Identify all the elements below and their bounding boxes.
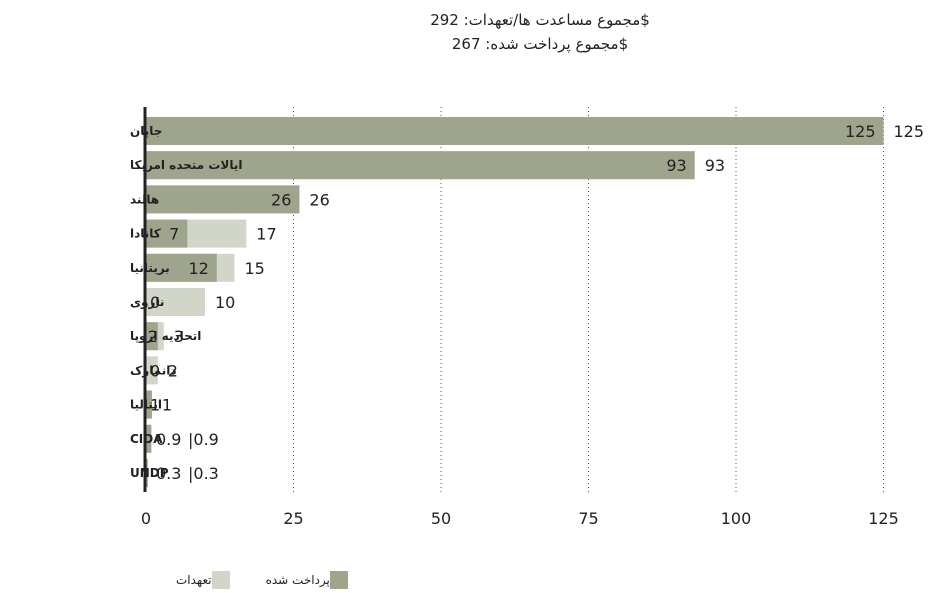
pledged-value-label: 1: [162, 396, 172, 415]
bar-paid: [146, 117, 884, 145]
legend-item-pledged: تعهدات: [170, 571, 230, 589]
pledged-value-label: 2: [168, 361, 178, 380]
legend-swatch-paid: [329, 571, 348, 589]
pledged-value-label: |0.9: [188, 430, 219, 449]
category-label: بریتانیا: [130, 261, 170, 275]
pledged-value-label: 15: [245, 259, 265, 278]
pledged-value-label: 10: [215, 293, 235, 312]
bar-paid: [146, 322, 158, 351]
pledged-value-label: 3: [174, 327, 184, 346]
x-tick-label: 25: [283, 509, 303, 528]
legend-swatch-pledged: [211, 571, 230, 589]
bar-chart: جاپان125125ایالات متحده امریکا9393هالند2…: [130, 107, 925, 528]
x-tick-label: 100: [721, 509, 752, 528]
bar-pledged: [146, 356, 158, 385]
paid-value-label: 12: [188, 259, 208, 278]
x-tick-label: 0: [141, 509, 151, 528]
paid-value-label: 93: [666, 156, 686, 175]
legend-label-pledged: تعهدات: [176, 573, 212, 587]
category-label: اتحادیه اروپا: [130, 329, 201, 344]
bar-paid: [146, 219, 188, 248]
bar-paid: [146, 424, 152, 453]
pledged-value-label: 125: [894, 122, 925, 141]
pledged-value-label: 17: [256, 225, 276, 244]
axis-layer: 0 25 50 75 100 125: [141, 107, 899, 528]
x-tick-label: 125: [868, 509, 899, 528]
category-label: ایالات متحده امریکا: [130, 158, 242, 172]
category-label: UNDP: [130, 466, 169, 480]
bars-layer: [146, 117, 884, 487]
bar-paid: [146, 459, 148, 487]
legend-item-paid: پرداخت شده: [260, 571, 348, 589]
bar-paid: [146, 253, 217, 282]
paid-value-label: 0: [150, 293, 160, 312]
category-label: ناروی: [130, 295, 164, 310]
paid-value-label: 26: [271, 190, 291, 209]
paid-value-label: 1: [150, 396, 160, 415]
paid-value-label: 125: [845, 122, 876, 141]
bar-paid: [146, 151, 695, 180]
bar-paid: [146, 185, 300, 214]
paid-value-label: 0: [150, 361, 160, 380]
chart-title-total-pledged: مجموع مساعدت ها/تعهدات: 292$: [430, 11, 650, 29]
chart-titles: مجموع مساعدت ها/تعهدات: 292$ مجموع پرداخ…: [340, 8, 740, 56]
chart-title-total-paid: مجموع پرداخت شده: 267$: [451, 35, 629, 53]
x-tick-label: 50: [431, 509, 451, 528]
pledged-value-label: 93: [705, 156, 725, 175]
legend: پرداخت شده تعهدات: [140, 570, 348, 590]
pledged-value-label: 26: [309, 190, 329, 209]
paid-value-label: 7: [169, 225, 179, 244]
paid-value-label: 0.3: [156, 464, 181, 483]
bar-pledged: [146, 288, 205, 316]
pledged-value-label: |0.3: [188, 464, 219, 483]
x-tick-label: 75: [578, 509, 598, 528]
paid-value-label: 0.9: [156, 430, 181, 449]
category-label: CIDA: [130, 432, 163, 446]
paid-value-label: 2: [148, 327, 158, 346]
category-label: دانمارک: [130, 363, 177, 377]
bar-paid: [146, 390, 152, 419]
legend-label-paid: پرداخت شده: [265, 573, 330, 587]
